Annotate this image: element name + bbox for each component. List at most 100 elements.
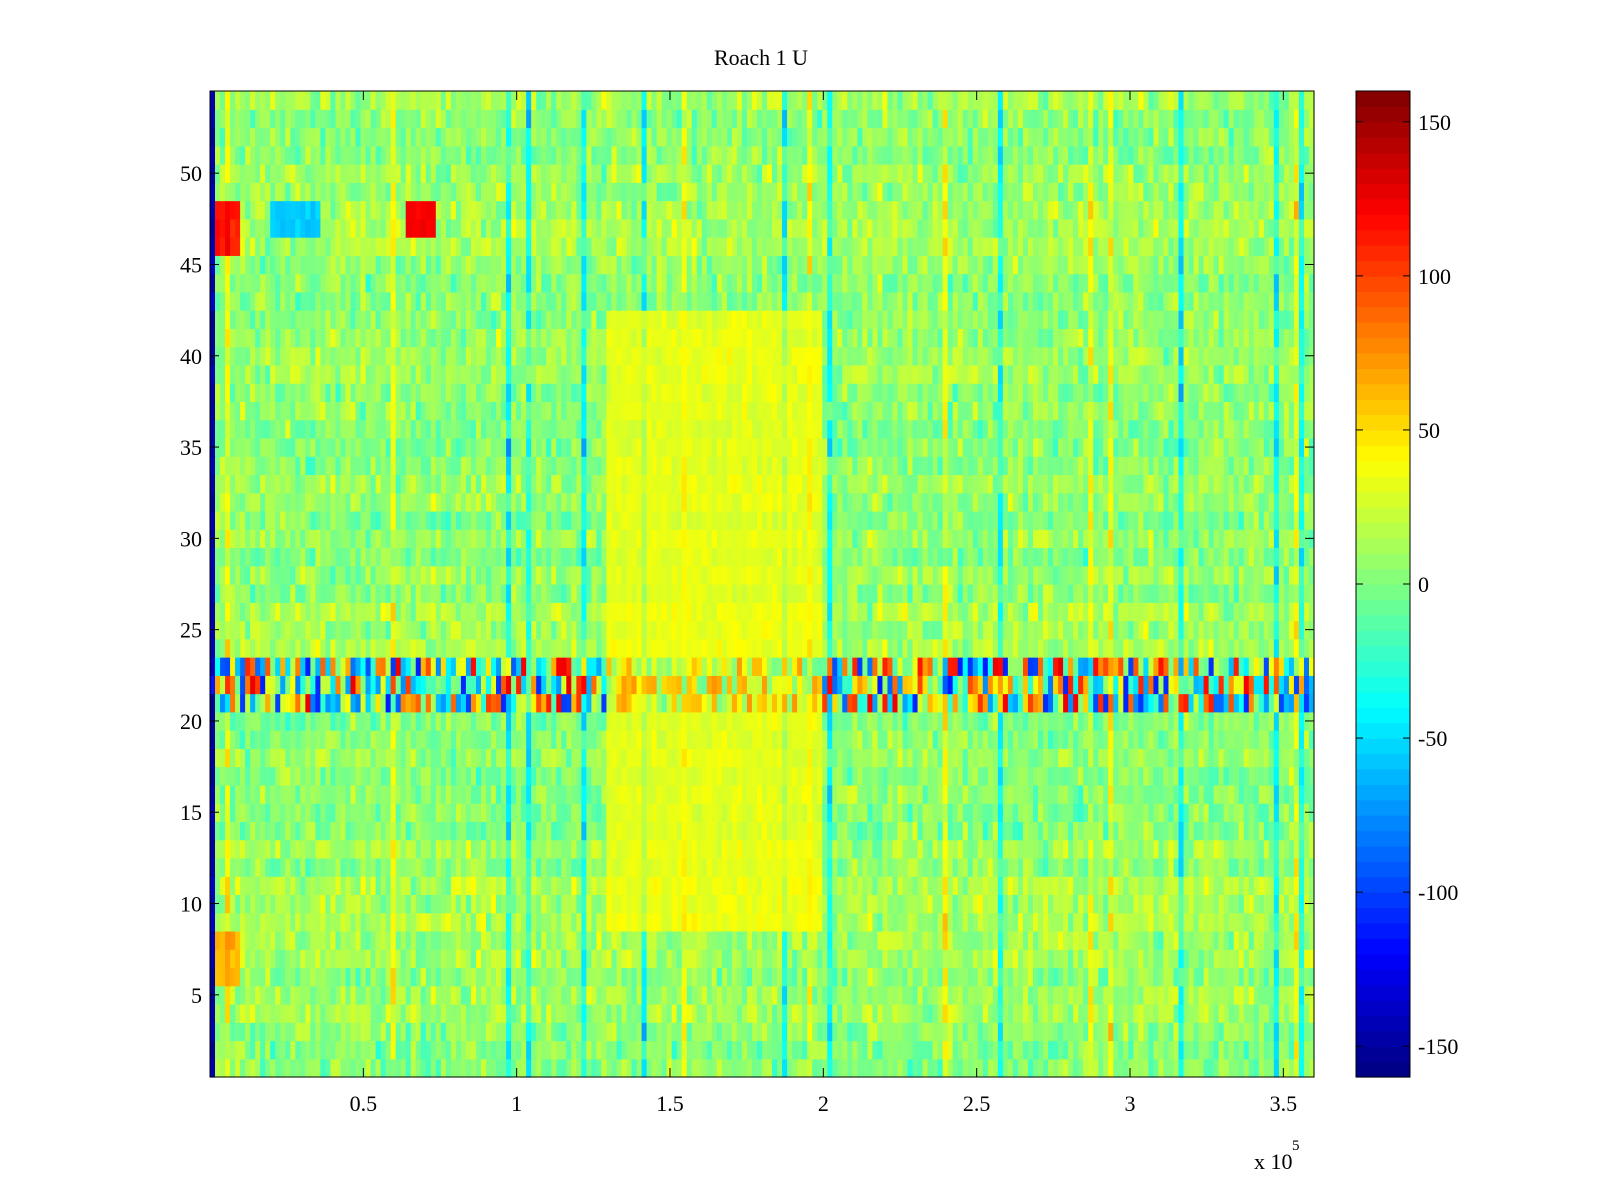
heatmap-cell	[827, 1003, 833, 1023]
heatmap-cell	[566, 730, 572, 749]
heatmap-cell	[1032, 1058, 1039, 1078]
heatmap-cell	[591, 1022, 597, 1042]
heatmap-cell	[390, 711, 397, 731]
heatmap-cell	[1268, 730, 1275, 749]
heatmap-cell	[997, 876, 1004, 896]
heatmap-cell	[250, 912, 256, 932]
heatmap-cell	[355, 985, 362, 1005]
heatmap-cell	[1243, 857, 1250, 877]
heatmap-cell	[1283, 876, 1290, 896]
heatmap-cell	[1198, 784, 1205, 804]
heatmap-cell	[772, 784, 778, 804]
heatmap-cell	[1178, 876, 1185, 896]
heatmap-cell	[696, 675, 703, 695]
heatmap-cell	[260, 894, 266, 914]
heatmap-cell	[1017, 857, 1024, 877]
heatmap-cell	[1032, 949, 1039, 969]
heatmap-cell	[330, 985, 337, 1005]
heatmap-cell	[225, 1022, 231, 1042]
heatmap-cell	[1218, 675, 1225, 695]
heatmap-cell	[756, 711, 763, 731]
heatmap-cell	[1238, 857, 1245, 877]
heatmap-cell	[576, 693, 582, 713]
heatmap-cell	[942, 839, 949, 859]
heatmap-cell	[716, 657, 723, 676]
heatmap-cell	[360, 1022, 367, 1042]
heatmap-cell	[731, 1003, 738, 1023]
heatmap-cell	[561, 657, 567, 676]
heatmap-cell	[1078, 967, 1084, 987]
heatmap-cell	[285, 711, 291, 731]
heatmap-cell	[526, 894, 532, 914]
heatmap-cell	[1208, 748, 1215, 768]
heatmap-cell	[1278, 803, 1285, 822]
heatmap-cell	[1168, 930, 1175, 950]
heatmap-cell	[1238, 985, 1245, 1005]
heatmap-cell	[1178, 821, 1185, 841]
heatmap-cell	[521, 967, 527, 987]
heatmap-cell	[1273, 857, 1280, 877]
heatmap-cell	[330, 1040, 337, 1060]
heatmap-cell	[621, 711, 628, 731]
heatmap-cell	[295, 930, 301, 950]
heatmap-cell	[1078, 730, 1084, 749]
heatmap-cell	[731, 985, 738, 1005]
heatmap-cell	[787, 857, 793, 877]
heatmap-cell	[285, 839, 291, 859]
heatmap-cell	[1173, 711, 1180, 731]
heatmap-cell	[696, 949, 703, 969]
heatmap-cell	[721, 930, 728, 950]
heatmap-cell	[631, 711, 638, 731]
heatmap-cell	[420, 693, 427, 713]
heatmap-cell	[701, 930, 708, 950]
heatmap-cell	[320, 839, 327, 859]
heatmap-cell	[651, 1040, 658, 1060]
heatmap-cell	[1038, 912, 1044, 932]
heatmap-cell	[1123, 748, 1129, 768]
heatmap-cell	[932, 949, 939, 969]
heatmap-cell	[285, 784, 291, 804]
heatmap-cell	[1293, 985, 1300, 1005]
heatmap-cell	[927, 857, 934, 877]
heatmap-cell	[440, 930, 447, 950]
heatmap-cell	[395, 894, 402, 914]
heatmap-cell	[807, 967, 813, 987]
heatmap-cell	[235, 1040, 241, 1060]
heatmap-cell	[250, 821, 256, 841]
heatmap-cell	[782, 657, 788, 676]
heatmap-cell	[425, 784, 432, 804]
heatmap-cell	[646, 748, 653, 768]
heatmap-cell	[315, 839, 321, 859]
heatmap-cell	[1038, 1040, 1044, 1060]
heatmap-cell	[1298, 839, 1305, 859]
heatmap-cell	[932, 675, 939, 695]
heatmap-cell	[536, 766, 542, 786]
heatmap-cell	[1158, 748, 1165, 768]
heatmap-cell	[646, 949, 653, 969]
heatmap-cell	[1203, 1003, 1210, 1023]
heatmap-cell	[350, 857, 357, 877]
heatmap-cell	[1032, 821, 1039, 841]
heatmap-cell	[556, 1003, 562, 1023]
heatmap-cell	[1198, 693, 1205, 713]
heatmap-cell	[676, 1003, 683, 1023]
heatmap-cell	[852, 803, 858, 822]
heatmap-cell	[1022, 711, 1029, 731]
heatmap-cell	[1303, 912, 1310, 932]
heatmap-cell	[721, 949, 728, 969]
heatmap-cell	[1027, 967, 1034, 987]
heatmap-cell	[450, 657, 457, 676]
heatmap-cell	[691, 985, 698, 1005]
heatmap-cell	[345, 784, 352, 804]
heatmap-cell	[741, 711, 748, 731]
heatmap-cell	[882, 839, 889, 859]
heatmap-cell	[1043, 1022, 1049, 1042]
heatmap-cell	[1098, 930, 1104, 950]
heatmap-cell	[506, 803, 512, 822]
heatmap-cell	[1053, 821, 1059, 841]
heatmap-cell	[1173, 730, 1180, 749]
heatmap-cell	[270, 967, 276, 987]
heatmap-cell	[255, 657, 261, 676]
heatmap-cell	[1253, 839, 1260, 859]
heatmap-cell	[536, 784, 542, 804]
